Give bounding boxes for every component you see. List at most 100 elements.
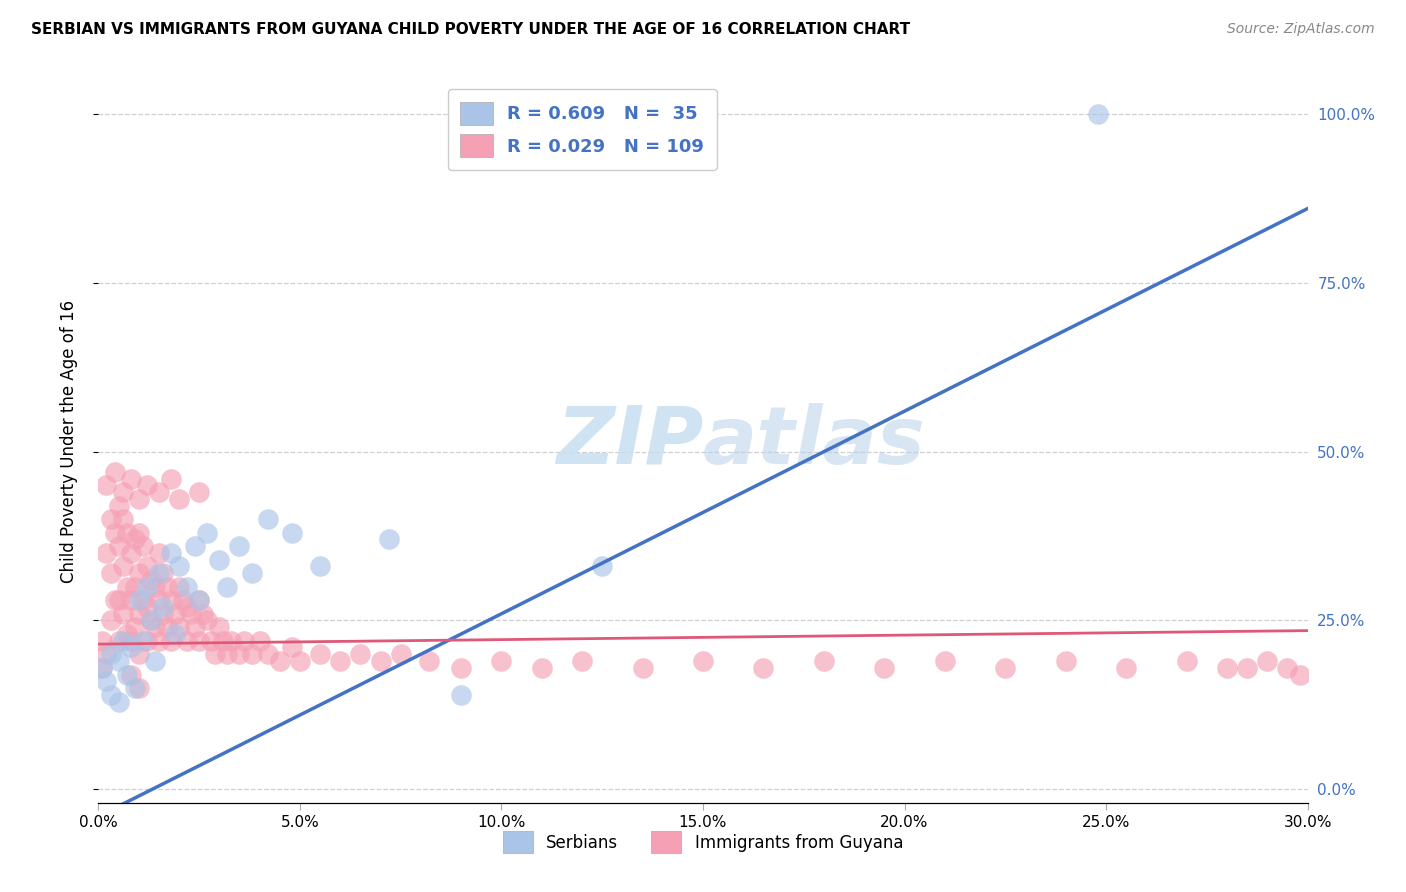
- Point: [249, 633, 271, 648]
- Point: [212, 633, 235, 648]
- Point: [813, 654, 835, 668]
- Point: [111, 512, 134, 526]
- Point: [160, 472, 183, 486]
- Point: [139, 614, 162, 628]
- Point: [256, 512, 278, 526]
- Point: [309, 559, 332, 574]
- Point: [167, 620, 190, 634]
- Point: [156, 620, 179, 634]
- Point: [96, 647, 118, 661]
- Point: [281, 525, 304, 540]
- Point: [1236, 661, 1258, 675]
- Point: [1115, 661, 1137, 675]
- Point: [195, 525, 218, 540]
- Point: [176, 580, 198, 594]
- Point: [120, 472, 142, 486]
- Point: [120, 667, 142, 681]
- Point: [128, 525, 150, 540]
- Point: [143, 654, 166, 668]
- Text: SERBIAN VS IMMIGRANTS FROM GUYANA CHILD POVERTY UNDER THE AGE OF 16 CORRELATION : SERBIAN VS IMMIGRANTS FROM GUYANA CHILD …: [31, 22, 910, 37]
- Point: [96, 674, 118, 689]
- Point: [100, 647, 122, 661]
- Point: [377, 533, 399, 547]
- Point: [139, 573, 162, 587]
- Point: [135, 580, 157, 594]
- Point: [176, 599, 198, 614]
- Point: [135, 633, 157, 648]
- Point: [96, 546, 118, 560]
- Point: [100, 512, 122, 526]
- Point: [329, 654, 352, 668]
- Point: [240, 647, 263, 661]
- Point: [115, 667, 138, 681]
- Point: [107, 499, 129, 513]
- Point: [188, 633, 211, 648]
- Point: [103, 525, 125, 540]
- Point: [91, 661, 114, 675]
- Point: [167, 580, 190, 594]
- Point: [418, 654, 440, 668]
- Point: [100, 566, 122, 581]
- Point: [120, 640, 142, 655]
- Point: [994, 661, 1017, 675]
- Point: [184, 620, 207, 634]
- Point: [124, 620, 146, 634]
- Point: [1054, 654, 1077, 668]
- Point: [128, 647, 150, 661]
- Point: [128, 593, 150, 607]
- Point: [228, 647, 250, 661]
- Point: [107, 694, 129, 708]
- Point: [195, 614, 218, 628]
- Point: [309, 647, 332, 661]
- Point: [571, 654, 593, 668]
- Point: [91, 633, 114, 648]
- Point: [450, 688, 472, 702]
- Point: [281, 640, 304, 655]
- Point: [188, 485, 211, 500]
- Point: [120, 546, 142, 560]
- Point: [256, 647, 278, 661]
- Point: [934, 654, 956, 668]
- Point: [217, 647, 239, 661]
- Point: [269, 654, 291, 668]
- Point: [111, 559, 134, 574]
- Point: [148, 593, 170, 607]
- Text: Source: ZipAtlas.com: Source: ZipAtlas.com: [1227, 22, 1375, 37]
- Point: [120, 633, 142, 648]
- Point: [180, 607, 202, 621]
- Point: [107, 654, 129, 668]
- Point: [591, 559, 613, 574]
- Point: [100, 614, 122, 628]
- Point: [124, 580, 146, 594]
- Point: [132, 633, 155, 648]
- Point: [124, 681, 146, 695]
- Point: [204, 647, 226, 661]
- Point: [115, 627, 138, 641]
- Point: [135, 599, 157, 614]
- Point: [107, 539, 129, 553]
- Point: [176, 633, 198, 648]
- Point: [148, 633, 170, 648]
- Point: [111, 607, 134, 621]
- Point: [184, 539, 207, 553]
- Point: [160, 546, 183, 560]
- Point: [120, 593, 142, 607]
- Point: [221, 633, 243, 648]
- Point: [232, 633, 254, 648]
- Point: [139, 614, 162, 628]
- Point: [167, 559, 190, 574]
- Point: [200, 633, 222, 648]
- Point: [107, 633, 129, 648]
- Point: [135, 478, 157, 492]
- Point: [188, 593, 211, 607]
- Point: [491, 654, 513, 668]
- Point: [193, 607, 215, 621]
- Point: [115, 580, 138, 594]
- Point: [132, 593, 155, 607]
- Point: [228, 539, 250, 553]
- Point: [1256, 654, 1278, 668]
- Point: [128, 491, 150, 506]
- Point: [208, 620, 231, 634]
- Text: ZIP: ZIP: [555, 402, 703, 481]
- Text: atlas: atlas: [703, 402, 925, 481]
